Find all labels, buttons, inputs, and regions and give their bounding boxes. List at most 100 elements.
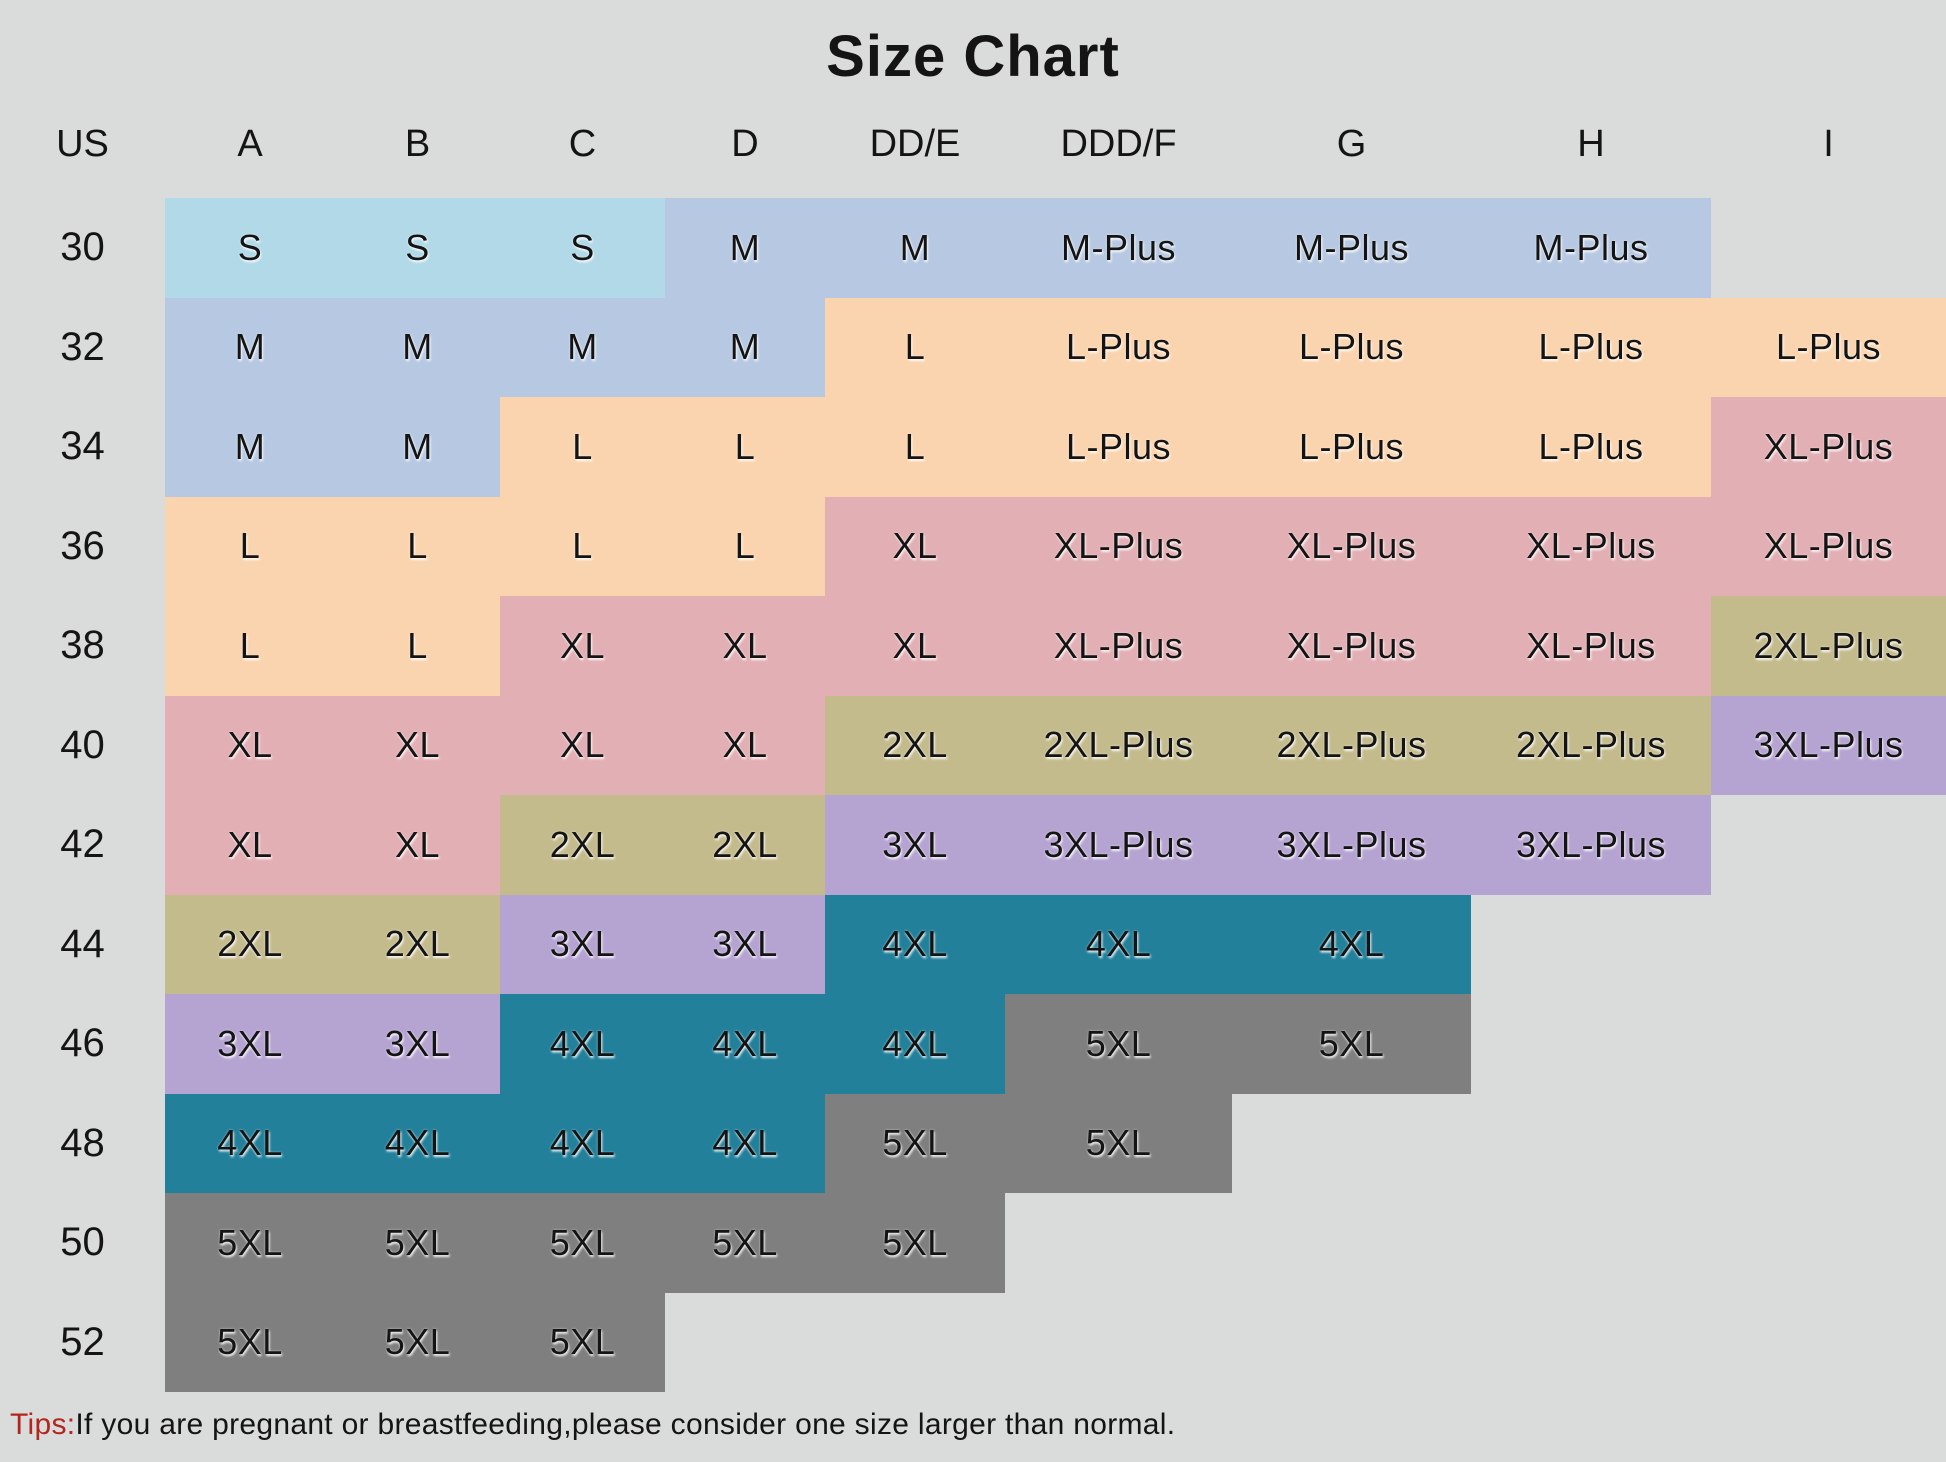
- empty-cell: [1711, 895, 1946, 995]
- size-cell: XL: [500, 695, 665, 795]
- size-cell: L: [825, 397, 1005, 497]
- size-cell: 4XL: [335, 1093, 500, 1193]
- size-cell: 4XL: [665, 1093, 825, 1193]
- size-cell: 2XL: [165, 894, 335, 994]
- size-cell: 5XL: [1005, 994, 1232, 1094]
- size-cell: 4XL: [1232, 894, 1471, 994]
- size-cell: S: [335, 198, 500, 298]
- size-cell: XL-Plus: [1471, 596, 1711, 696]
- size-cell: L: [825, 297, 1005, 397]
- row-label-32: 32: [60, 324, 105, 369]
- size-chart-table: US A B C D DD/E DDD/F G H I 30 S S S M M M-Plus M-Plus M-P…: [0, 90, 1946, 1392]
- empty-cell: [665, 1293, 825, 1393]
- column-header-dd-e: DD/E: [869, 122, 961, 165]
- empty-cell: [1471, 994, 1711, 1094]
- row-label-46: 46: [60, 1021, 105, 1066]
- size-cell: XL: [825, 496, 1005, 596]
- empty-cell: [1711, 795, 1946, 895]
- size-cell: 3XL: [500, 894, 665, 994]
- size-cell: 2XL-Plus: [1471, 695, 1711, 795]
- row-label-34: 34: [60, 424, 105, 469]
- size-cell: 3XL: [825, 795, 1005, 895]
- size-cell: 5XL: [665, 1193, 825, 1293]
- size-cell: XL: [500, 596, 665, 696]
- row-label-40: 40: [60, 722, 105, 767]
- empty-cell: [1711, 994, 1946, 1094]
- empty-cell: [1005, 1293, 1232, 1393]
- size-cell: L: [165, 596, 335, 696]
- size-cell: XL-Plus: [1005, 596, 1232, 696]
- size-cell: S: [500, 198, 665, 298]
- size-cell: 4XL: [665, 994, 825, 1094]
- size-cell: 2XL-Plus: [1232, 695, 1471, 795]
- size-cell: 3XL-Plus: [1711, 695, 1946, 795]
- size-cell: 5XL: [335, 1193, 500, 1293]
- size-cell: 2XL-Plus: [1711, 596, 1946, 696]
- empty-cell: [1711, 1094, 1946, 1194]
- size-cell: L-Plus: [1005, 297, 1232, 397]
- size-cell: 3XL-Plus: [1232, 795, 1471, 895]
- empty-cell: [1711, 1293, 1946, 1393]
- size-cell: 3XL-Plus: [1005, 795, 1232, 895]
- column-header-ddd-f: DDD/F: [1060, 122, 1177, 165]
- size-cell: 4XL: [500, 1093, 665, 1193]
- size-cell: 3XL-Plus: [1471, 795, 1711, 895]
- size-cell: 2XL: [335, 894, 500, 994]
- size-cell: 5XL: [825, 1093, 1005, 1193]
- size-cell: L-Plus: [1232, 397, 1471, 497]
- tips-note: Tips:If you are pregnant or breastfeedin…: [10, 1408, 1946, 1442]
- size-cell: M: [665, 297, 825, 397]
- size-cell: M: [335, 397, 500, 497]
- empty-cell: [1232, 1193, 1471, 1293]
- size-cell: L: [665, 496, 825, 596]
- size-cell: M: [335, 297, 500, 397]
- size-cell: 5XL: [500, 1193, 665, 1293]
- size-cell: 4XL: [165, 1093, 335, 1193]
- size-cell: 4XL: [1005, 894, 1232, 994]
- size-cell: 5XL: [1232, 994, 1471, 1094]
- size-cell: XL-Plus: [1232, 496, 1471, 596]
- size-cell: XL-Plus: [1471, 496, 1711, 596]
- empty-cell: [1232, 1094, 1471, 1194]
- size-cell: XL-Plus: [1711, 397, 1946, 497]
- size-cell: 2XL: [500, 795, 665, 895]
- size-cell: 3XL: [665, 894, 825, 994]
- size-cell: XL: [335, 695, 500, 795]
- size-cell: 5XL: [1005, 1093, 1232, 1193]
- row-label-48: 48: [60, 1120, 105, 1165]
- size-cell: 3XL: [335, 994, 500, 1094]
- size-cell: L-Plus: [1232, 297, 1471, 397]
- size-cell: M-Plus: [1471, 198, 1711, 298]
- row-label-30: 30: [60, 225, 105, 270]
- size-cell: L: [335, 596, 500, 696]
- row-label-36: 36: [60, 523, 105, 568]
- size-cell: 5XL: [165, 1193, 335, 1293]
- row-label-44: 44: [60, 921, 105, 966]
- size-cell: 4XL: [825, 894, 1005, 994]
- size-cell: M: [665, 198, 825, 298]
- empty-cell: [1711, 198, 1946, 298]
- size-cell: XL: [825, 596, 1005, 696]
- size-cell: L: [165, 496, 335, 596]
- size-cell: 2XL-Plus: [1005, 695, 1232, 795]
- row-label-42: 42: [60, 822, 105, 867]
- size-cell: 5XL: [500, 1292, 665, 1392]
- column-header-us: US: [56, 122, 109, 165]
- size-cell: XL-Plus: [1711, 496, 1946, 596]
- size-cell: 4XL: [825, 994, 1005, 1094]
- size-cell: 5XL: [825, 1193, 1005, 1293]
- size-cell: XL-Plus: [1232, 596, 1471, 696]
- column-header-i: I: [1823, 122, 1834, 165]
- column-header-g: G: [1336, 122, 1367, 165]
- size-cell: M: [825, 198, 1005, 298]
- size-cell: XL-Plus: [1005, 496, 1232, 596]
- column-header-d: D: [731, 122, 759, 165]
- size-cell: M: [500, 297, 665, 397]
- empty-cell: [1711, 1193, 1946, 1293]
- column-header-h: H: [1577, 122, 1605, 165]
- size-cell: XL: [165, 795, 335, 895]
- column-header-c: C: [568, 122, 597, 165]
- size-cell: 3XL: [165, 994, 335, 1094]
- size-cell: M: [165, 397, 335, 497]
